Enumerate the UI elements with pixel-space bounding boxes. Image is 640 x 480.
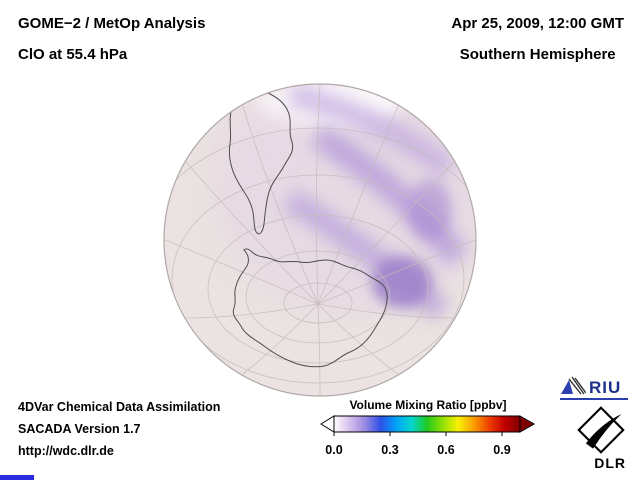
title-region: Southern Hemisphere — [459, 46, 616, 63]
colorbar-title: Volume Mixing Ratio [ppbv] — [349, 398, 507, 412]
colorbar: Volume Mixing Ratio [ppbv] 0.0 0.3 0.6 0… — [320, 398, 536, 458]
credit-line-assimilation: 4DVar Chemical Data Assimilation — [18, 400, 221, 414]
dlr-logo: DLR — [568, 406, 626, 471]
riu-peak-icon — [561, 376, 586, 395]
footer-credits: 4DVar Chemical Data Assimilation SACADA … — [18, 396, 220, 462]
colorbar-tick-marks — [333, 432, 503, 436]
riu-underline — [560, 398, 628, 400]
title-datetime: Apr 25, 2009, 12:00 GMT — [451, 15, 624, 32]
credit-line-version: SACADA Version 1.7 — [18, 422, 141, 436]
credit-line-url: http://wdc.dlr.de — [18, 444, 114, 458]
riu-logo: RIU — [560, 372, 628, 400]
header-left: GOME−2 / MetOp Analysis ClO at 55.4 hPa — [18, 8, 205, 70]
dlr-emblem-icon — [577, 406, 625, 454]
tick-label-1: 0.3 — [381, 443, 399, 457]
colorbar-left-arrow — [320, 415, 335, 433]
graticule-grid — [164, 84, 476, 396]
colorbar-tick-labels: 0.0 0.3 0.6 0.9 — [320, 443, 536, 458]
globe-rim — [163, 83, 477, 397]
title-quantity: ClO at 55.4 hPa — [18, 46, 128, 63]
south-america-outline — [228, 91, 294, 235]
corner-color-mark — [0, 475, 34, 480]
title-instrument: GOME−2 / MetOp Analysis — [18, 15, 206, 32]
clo-data-shading — [207, 84, 476, 322]
antarctica-outline — [232, 248, 388, 368]
tick-label-2: 0.6 — [437, 443, 455, 457]
dlr-wordmark: DLR — [594, 455, 626, 471]
colorbar-gradient-bar — [333, 415, 521, 433]
tick-label-3: 0.9 — [493, 443, 511, 457]
tick-label-0: 0.0 — [325, 443, 343, 457]
colorbar-scale — [320, 415, 536, 436]
header-right: Apr 25, 2009, 12:00 GMT Southern Hemisph… — [451, 8, 624, 70]
riu-wordmark: RIU — [589, 378, 622, 397]
colorbar-right-arrow — [519, 415, 536, 433]
